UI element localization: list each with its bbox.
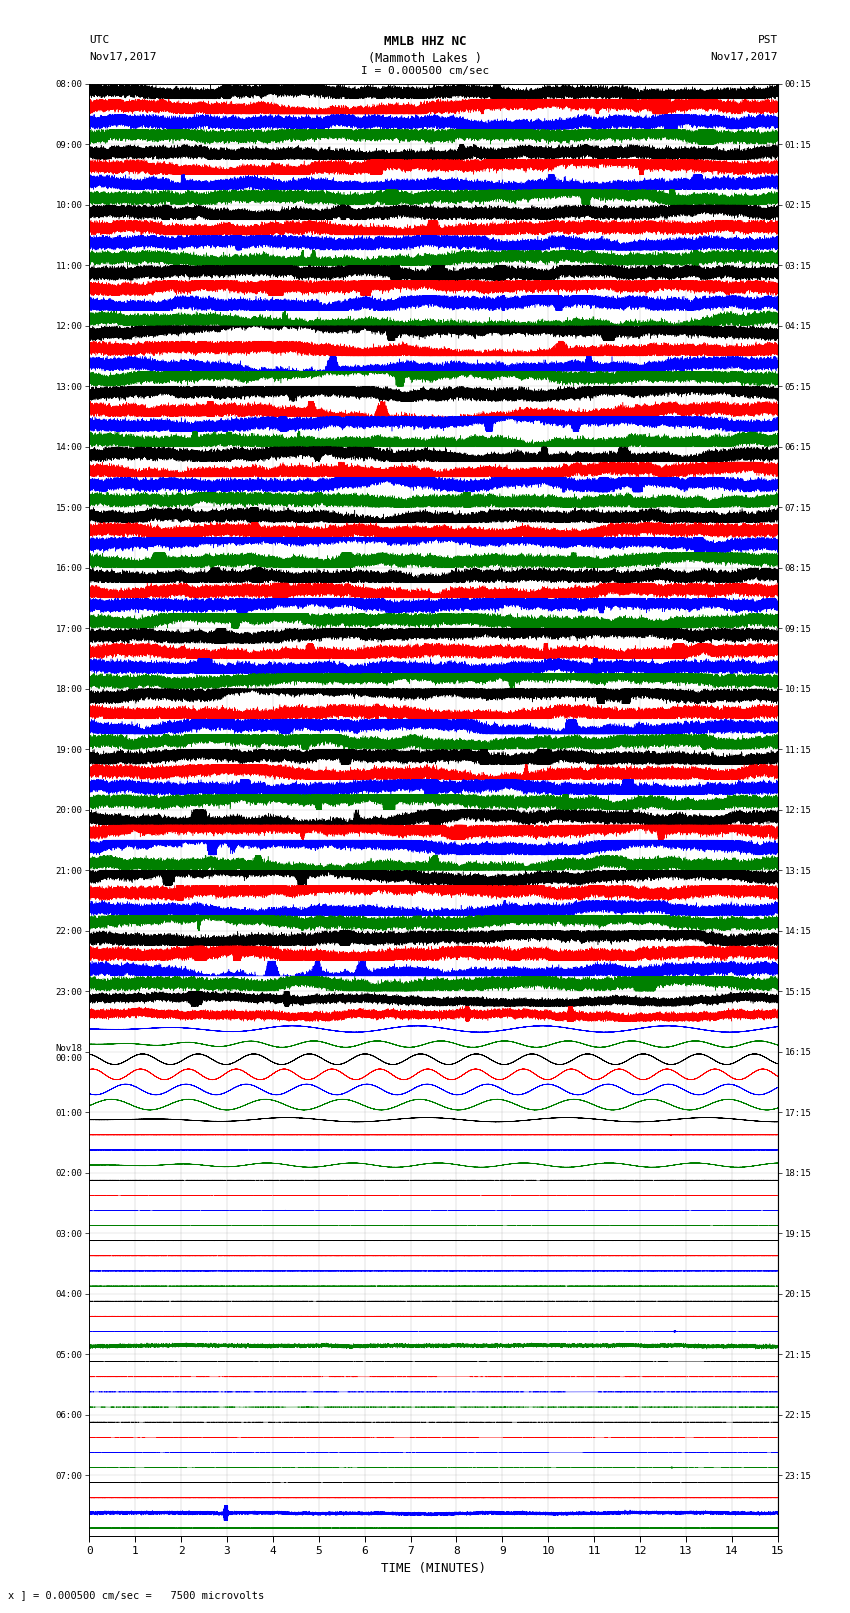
Text: Nov17,2017: Nov17,2017 <box>89 52 156 61</box>
X-axis label: TIME (MINUTES): TIME (MINUTES) <box>381 1561 486 1574</box>
Text: UTC: UTC <box>89 35 110 45</box>
Text: x ] = 0.000500 cm/sec =   7500 microvolts: x ] = 0.000500 cm/sec = 7500 microvolts <box>8 1590 264 1600</box>
Text: MMLB HHZ NC: MMLB HHZ NC <box>383 35 467 48</box>
Text: PST: PST <box>757 35 778 45</box>
Text: Nov17,2017: Nov17,2017 <box>711 52 778 61</box>
Text: I = 0.000500 cm/sec: I = 0.000500 cm/sec <box>361 66 489 76</box>
Text: (Mammoth Lakes ): (Mammoth Lakes ) <box>368 52 482 65</box>
